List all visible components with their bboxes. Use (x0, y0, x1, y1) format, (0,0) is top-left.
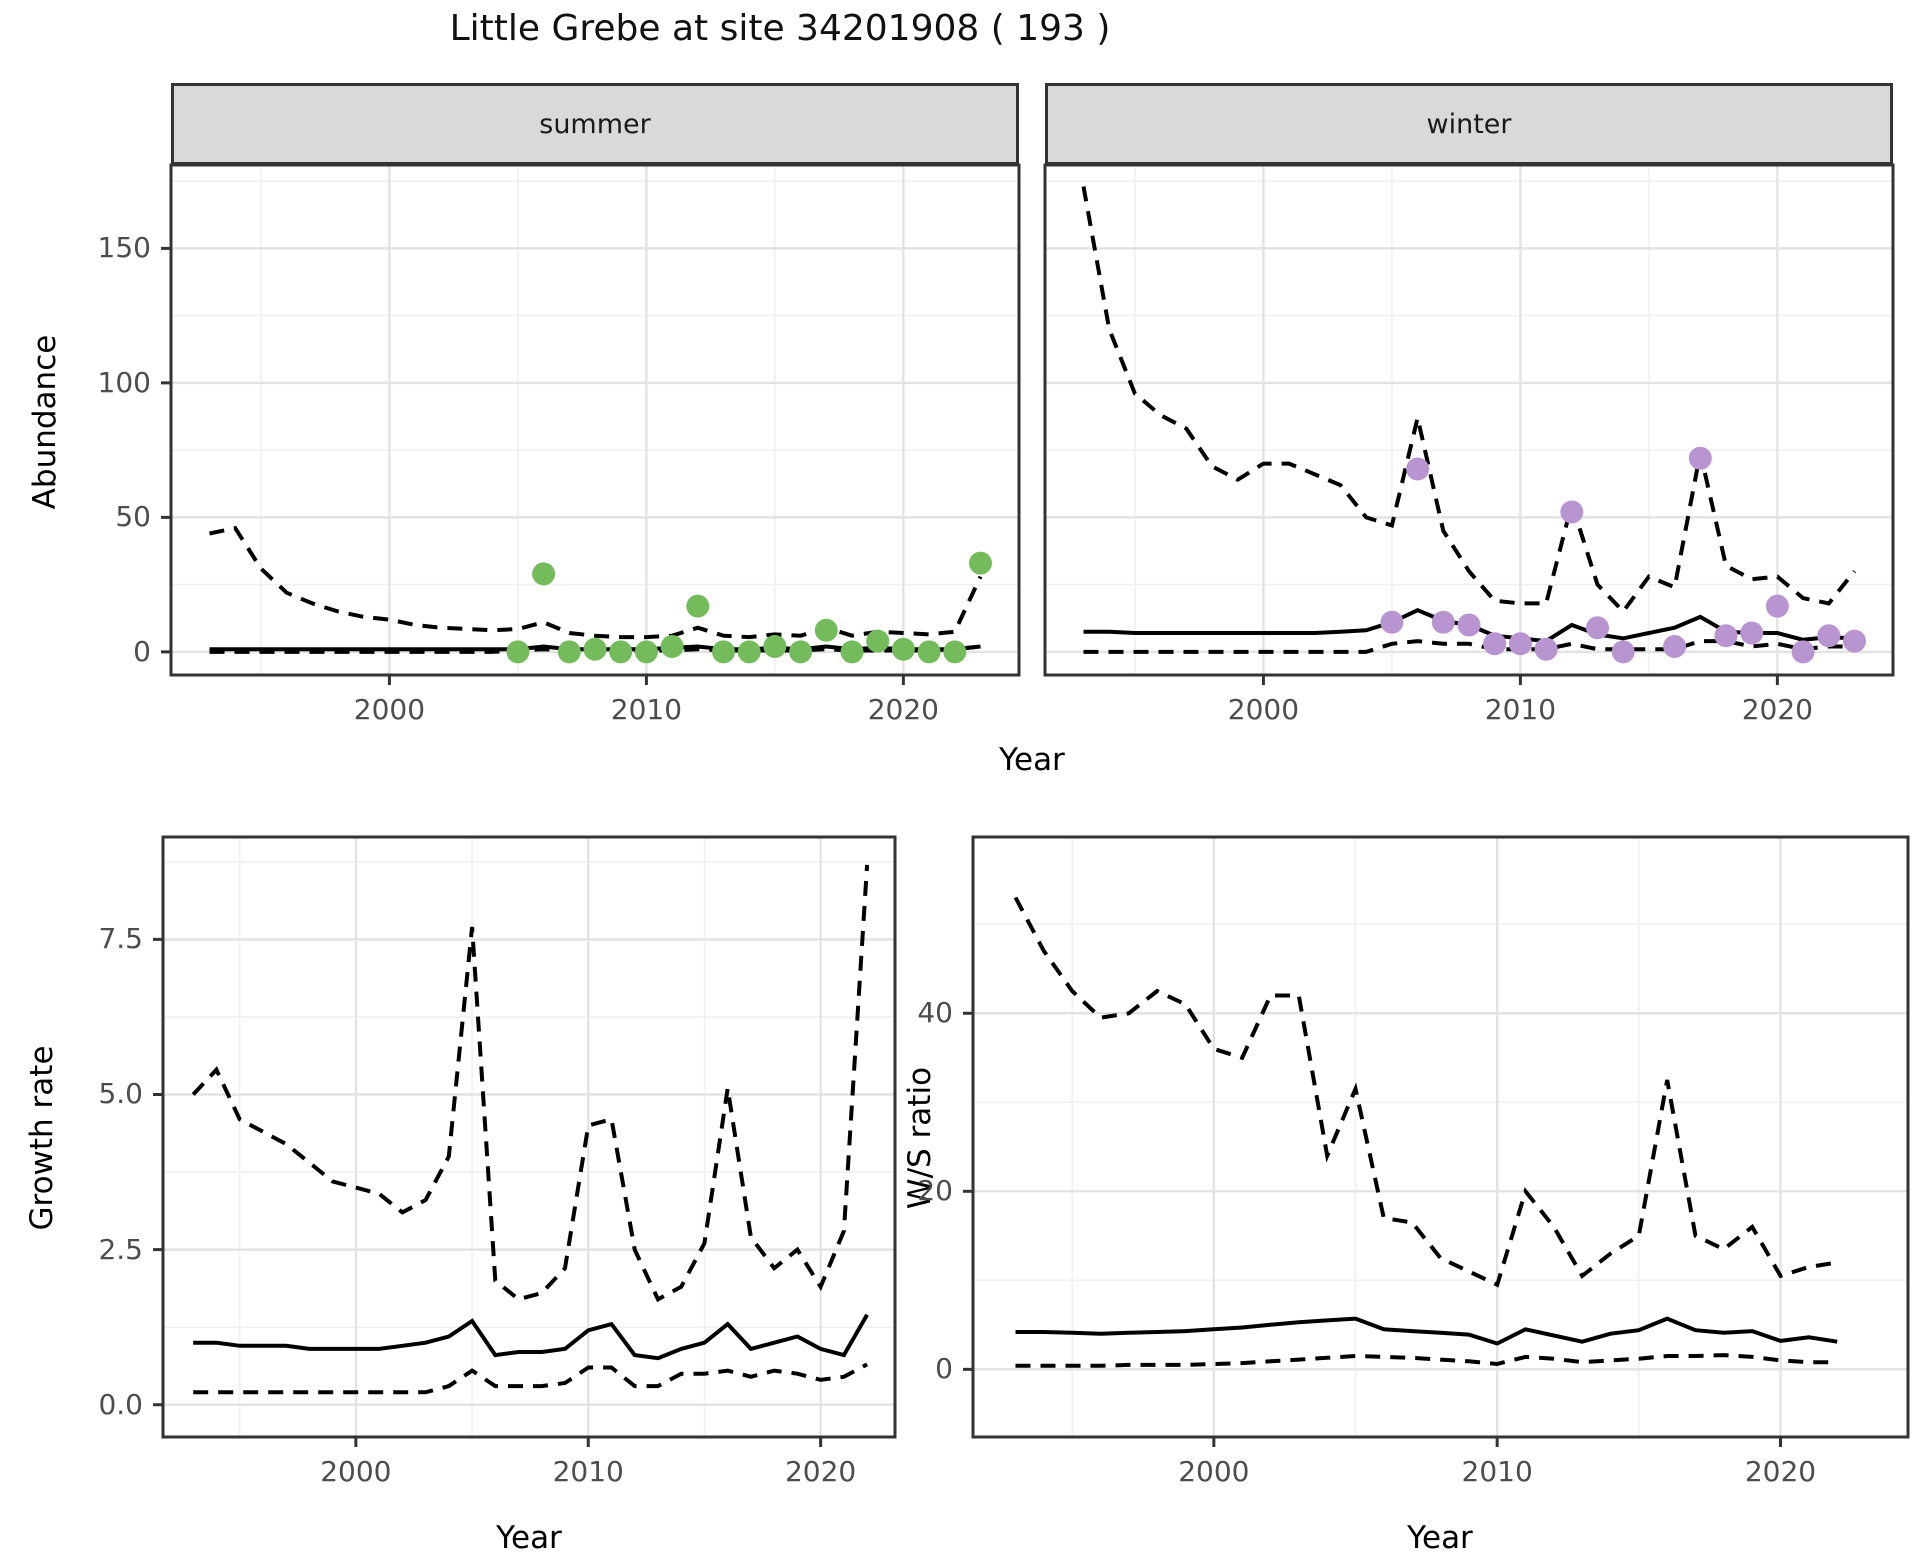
facet-strip-winter-label: winter (1426, 108, 1512, 140)
x-tick-label: 2020 (784, 1455, 857, 1488)
y-tick-label: 5.0 (98, 1077, 143, 1111)
facet-strip-winter: winter (1045, 83, 1893, 165)
upper-ci-line (209, 525, 983, 640)
upper-ci-line (1081, 186, 1857, 615)
x-tick-label: 2010 (1484, 693, 1557, 726)
lower-ci-line (1015, 1353, 1838, 1368)
y-axis-label-growth-rate: Growth rate (24, 1045, 60, 1231)
observed-point (789, 640, 813, 664)
x-tick-label: 2020 (867, 693, 939, 726)
observed-point (1817, 624, 1841, 648)
observed-point (1791, 640, 1815, 664)
series-group (209, 525, 992, 664)
y-tick-label: 2.5 (98, 1232, 143, 1266)
y-tick-label: 100 (97, 365, 151, 399)
y-tick-label: 20 (917, 1174, 953, 1208)
observed-point (1483, 632, 1507, 656)
panel-border (1043, 163, 1895, 677)
series-group (1081, 186, 1866, 664)
x-tick-label: 2000 (1178, 1455, 1250, 1488)
median-line (1015, 1316, 1838, 1346)
observed-point (1586, 616, 1609, 640)
x-axis-label-year-bottom-left: Year (496, 1520, 562, 1556)
observed-point (1380, 610, 1404, 634)
observed-point (1457, 613, 1481, 637)
median-line (193, 1313, 869, 1361)
observed-point (763, 635, 787, 658)
observed-point (609, 640, 633, 664)
x-tick-label: 2010 (1461, 1455, 1533, 1488)
lower-ci-line (193, 1362, 869, 1395)
y-tick-label: 150 (97, 231, 151, 265)
observed-point (686, 594, 710, 618)
observed-point (1560, 500, 1584, 524)
panel-background (973, 837, 1908, 1437)
x-axis-label-year-top: Year (999, 742, 1065, 778)
upper-ci-line (1013, 896, 1838, 1288)
observed-point (891, 637, 915, 661)
y-tick-label: 7.5 (98, 922, 143, 956)
observed-point (1611, 640, 1635, 664)
observed-point (1740, 621, 1764, 645)
panel-border (169, 163, 1021, 677)
observed-point (532, 562, 556, 586)
x-axis-label-year-bottom-right: Year (1407, 1520, 1473, 1556)
panel-background (163, 837, 895, 1437)
x-tick-label: 2000 (353, 693, 426, 726)
y-tick-label: 0 (935, 1352, 953, 1386)
observed-point (1843, 629, 1866, 653)
series-group (1013, 896, 1838, 1368)
series-group (191, 864, 870, 1395)
chart-title: Little Grebe at site 34201908 ( 193 ) (449, 8, 1111, 49)
facet-strip-summer-label: summer (539, 108, 651, 140)
y-tick-label: 40 (917, 996, 953, 1030)
x-tick-label: 2000 (1227, 693, 1300, 726)
observed-point (737, 640, 761, 664)
lower-ci-line (1083, 639, 1855, 654)
observed-point (917, 640, 941, 664)
observed-point (660, 635, 684, 658)
observed-point (866, 629, 890, 653)
observed-point (506, 640, 530, 664)
observed-point (840, 640, 864, 664)
facet-strip-summer: summer (171, 83, 1019, 165)
y-tick-label: 0.0 (98, 1387, 143, 1421)
observed-point (1431, 610, 1455, 634)
observed-point (557, 640, 581, 664)
x-tick-label: 2000 (320, 1455, 392, 1488)
y-axis-label-ws-ratio: W/S ratio (902, 1066, 938, 1210)
y-tick-label: 50 (115, 500, 151, 534)
observed-point (969, 551, 992, 575)
panel-border (971, 835, 1910, 1439)
observed-point (583, 637, 607, 661)
x-tick-label: 2010 (610, 693, 683, 726)
observed-point (943, 640, 967, 664)
panel-border (161, 835, 897, 1439)
observed-point (634, 640, 658, 664)
x-tick-label: 2020 (1741, 693, 1813, 726)
observed-point (1688, 446, 1712, 470)
observed-point (1406, 457, 1430, 481)
x-tick-label: 2020 (1744, 1455, 1817, 1488)
upper-ci-line (191, 864, 870, 1303)
observed-point (712, 640, 735, 664)
observed-point (814, 618, 838, 642)
observed-point (1663, 635, 1687, 658)
observed-point (1508, 632, 1532, 656)
panel-background (171, 165, 1019, 675)
observed-point (1765, 594, 1789, 618)
panel-background (1045, 165, 1893, 675)
x-tick-label: 2010 (552, 1455, 624, 1488)
observed-point (1534, 637, 1558, 661)
y-tick-label: 0 (133, 634, 151, 668)
observed-point (1714, 624, 1738, 648)
